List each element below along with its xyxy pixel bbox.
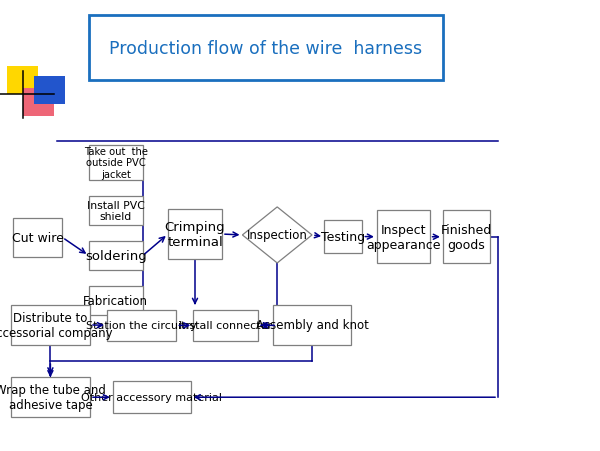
FancyBboxPatch shape bbox=[23, 88, 54, 116]
Text: Other accessory material: Other accessory material bbox=[82, 392, 223, 402]
Text: Assembly and knot: Assembly and knot bbox=[256, 319, 368, 331]
FancyBboxPatch shape bbox=[324, 220, 362, 254]
Text: Cut wire: Cut wire bbox=[12, 231, 64, 244]
FancyBboxPatch shape bbox=[89, 241, 143, 271]
FancyBboxPatch shape bbox=[107, 310, 176, 341]
FancyBboxPatch shape bbox=[7, 67, 38, 95]
Text: Inspect
appearance: Inspect appearance bbox=[366, 223, 440, 251]
Text: Finished
goods: Finished goods bbox=[440, 223, 492, 251]
FancyBboxPatch shape bbox=[168, 210, 222, 259]
Text: Testing: Testing bbox=[321, 230, 365, 244]
FancyBboxPatch shape bbox=[273, 305, 351, 345]
FancyBboxPatch shape bbox=[193, 310, 258, 341]
FancyBboxPatch shape bbox=[443, 211, 490, 264]
FancyBboxPatch shape bbox=[34, 77, 65, 105]
Text: Install connector: Install connector bbox=[179, 321, 272, 331]
Text: Crimping
terminal: Crimping terminal bbox=[164, 221, 226, 249]
FancyBboxPatch shape bbox=[113, 381, 191, 414]
Text: Wrap the tube and
adhesive tape: Wrap the tube and adhesive tape bbox=[0, 383, 106, 411]
Text: soldering: soldering bbox=[85, 249, 146, 262]
FancyBboxPatch shape bbox=[89, 16, 443, 81]
FancyBboxPatch shape bbox=[11, 305, 90, 345]
FancyBboxPatch shape bbox=[89, 145, 143, 180]
Polygon shape bbox=[242, 207, 312, 263]
FancyBboxPatch shape bbox=[89, 286, 143, 316]
Text: Distribute to
accessorial company: Distribute to accessorial company bbox=[0, 311, 112, 339]
FancyBboxPatch shape bbox=[13, 219, 62, 257]
Text: Inspection: Inspection bbox=[247, 229, 308, 242]
Text: Install PVC
shield: Install PVC shield bbox=[87, 200, 145, 221]
Text: Production flow of the wire  harness: Production flow of the wire harness bbox=[109, 40, 422, 57]
Text: Take out  the
outside PVC
jacket: Take out the outside PVC jacket bbox=[84, 146, 148, 179]
Text: Fabrication: Fabrication bbox=[83, 295, 148, 308]
FancyBboxPatch shape bbox=[11, 377, 90, 417]
FancyBboxPatch shape bbox=[89, 196, 143, 226]
Text: Station the circuitry: Station the circuitry bbox=[86, 321, 197, 331]
FancyBboxPatch shape bbox=[377, 211, 430, 264]
